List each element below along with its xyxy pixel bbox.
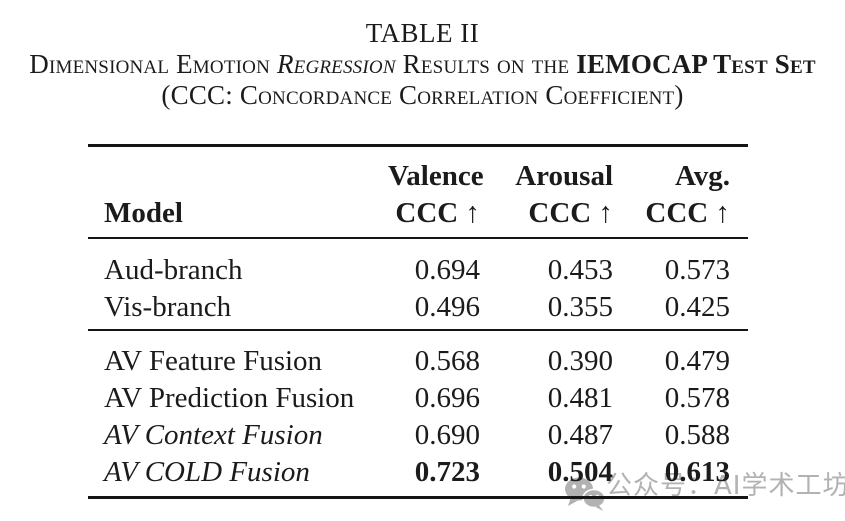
header-row-metric: Valence Arousal Avg.	[88, 146, 748, 194]
col-header-avg: Avg.	[674, 160, 730, 192]
caption-bold-dataset: IEMOCAP Test Set	[576, 49, 816, 79]
arousal-value: 0.355	[547, 291, 613, 323]
table-number: TABLE II	[365, 18, 480, 48]
valence-value: 0.696	[414, 382, 480, 414]
avg-value: 0.578	[664, 382, 730, 414]
caption-text: Dimensional Emotion	[29, 49, 277, 79]
section-fusion-models: AV Feature Fusion 0.568 0.390 0.479 AV P…	[88, 330, 748, 498]
avg-value: 0.573	[664, 254, 730, 286]
arousal-value: 0.481	[547, 382, 613, 414]
header-row-ccc: Model CCC ↑ CCC ↑ CCC ↑	[88, 193, 748, 238]
model-name: Vis-branch	[104, 291, 232, 323]
avg-value: 0.425	[664, 291, 730, 323]
results-table: Valence Arousal Avg. Model CCC ↑ CCC ↑ C…	[88, 144, 748, 499]
table-row-av-feature-fusion: AV Feature Fusion 0.568 0.390 0.479	[88, 330, 748, 380]
table-row-vis-branch: Vis-branch 0.496 0.355 0.425	[88, 289, 748, 330]
avg-value: 0.588	[664, 419, 730, 451]
caption-text: Results on the	[395, 49, 577, 79]
col-subheader-arousal-ccc: CCC ↑	[528, 197, 613, 229]
table-caption-line2: (CCC: Concordance Correlation Coefficien…	[161, 80, 684, 110]
table-row-av-prediction-fusion: AV Prediction Fusion 0.696 0.481 0.578	[88, 380, 748, 417]
valence-value: 0.568	[414, 345, 480, 377]
arousal-value: 0.453	[547, 254, 613, 286]
table-row-aud-branch: Aud-branch 0.694 0.453 0.573	[88, 238, 748, 289]
model-name: AV COLD Fusion	[104, 456, 310, 488]
table-header: Valence Arousal Avg. Model CCC ↑ CCC ↑ C…	[88, 146, 748, 238]
col-subheader-valence-ccc: CCC ↑	[395, 197, 480, 229]
valence-value: 0.496	[414, 291, 480, 323]
model-name: AV Feature Fusion	[104, 345, 323, 377]
col-header-arousal: Arousal	[515, 160, 613, 192]
avg-value: 0.613	[664, 456, 730, 488]
section-single-branches: Aud-branch 0.694 0.453 0.573 Vis-branch …	[88, 238, 748, 330]
table-heading: TABLE II Dimensional Emotion Regression …	[0, 18, 845, 111]
valence-value: 0.690	[414, 419, 480, 451]
table-row-av-context-fusion: AV Context Fusion 0.690 0.487 0.588	[88, 417, 748, 454]
table-caption-line1: Dimensional Emotion Regression Results o…	[0, 49, 845, 80]
table-row-av-cold-fusion: AV COLD Fusion 0.723 0.504 0.613	[88, 454, 748, 498]
valence-value: 0.694	[414, 254, 480, 286]
caption-italic-word: Regression	[276, 49, 396, 79]
results-table-container: Valence Arousal Avg. Model CCC ↑ CCC ↑ C…	[88, 144, 748, 499]
arousal-value: 0.487	[547, 419, 613, 451]
valence-value: 0.723	[414, 456, 480, 488]
avg-value: 0.479	[664, 345, 730, 377]
col-header-valence: Valence	[388, 160, 484, 192]
model-name: Aud-branch	[104, 254, 243, 286]
model-name: AV Context Fusion	[104, 419, 323, 451]
arousal-value: 0.390	[547, 345, 613, 377]
col-header-model: Model	[104, 197, 183, 229]
model-name: AV Prediction Fusion	[104, 382, 355, 414]
arousal-value: 0.504	[547, 456, 613, 488]
header-empty-cell	[88, 146, 388, 194]
col-subheader-avg-ccc: CCC ↑	[645, 197, 730, 229]
